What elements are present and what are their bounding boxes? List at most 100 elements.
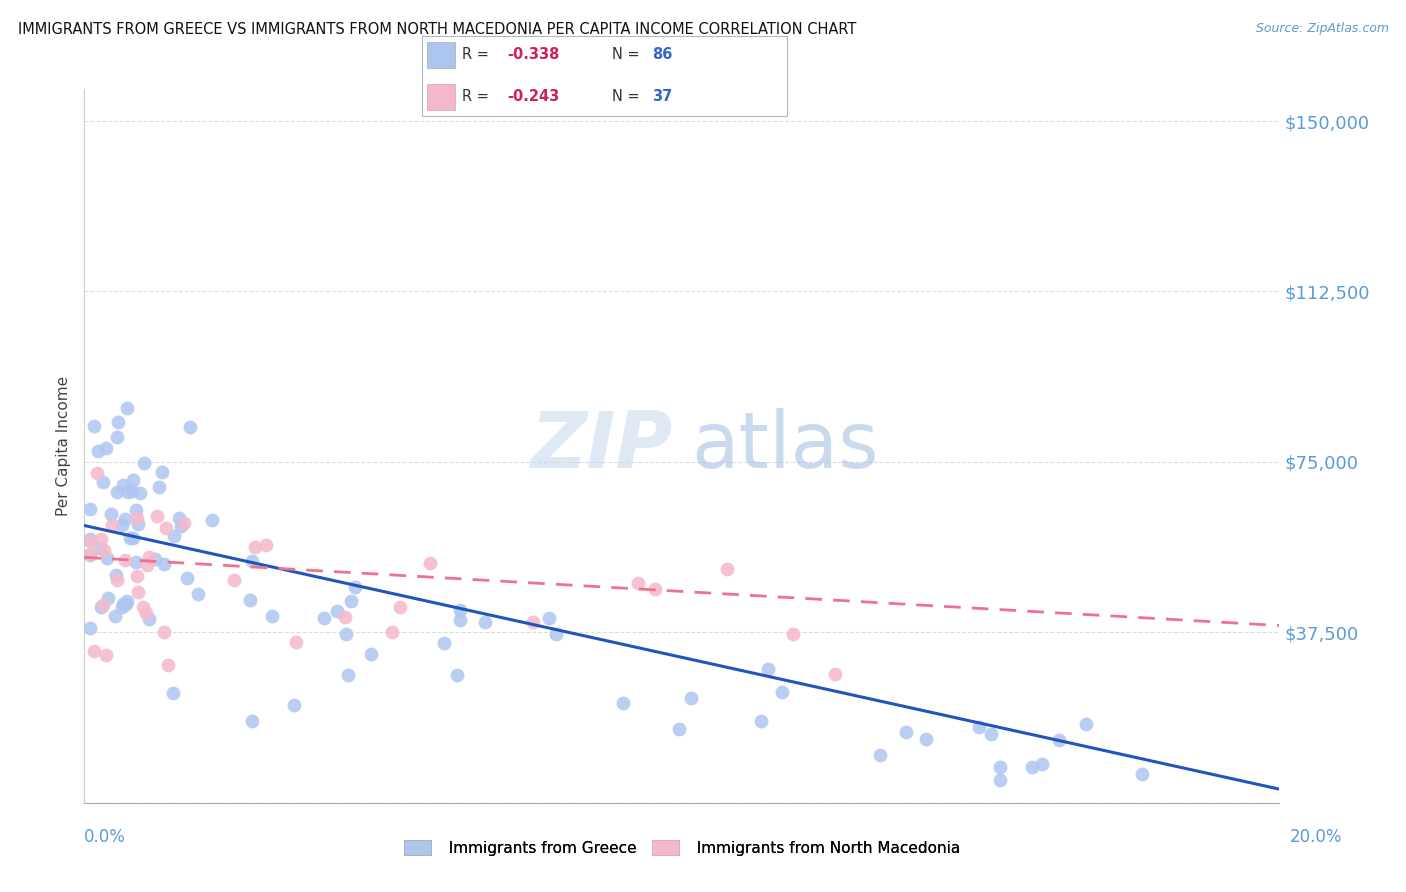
Text: 0.0%: 0.0% [84,828,127,846]
Point [474,615,496,630]
Point [240,714,263,728]
Point [121,531,143,545]
Point [150,465,173,479]
Point [90,600,112,615]
Point [91,475,114,489]
Point [770,685,793,699]
Point [990,773,1012,788]
Point [87,443,110,458]
Point [148,480,170,494]
Point [896,724,918,739]
Point [118,532,141,546]
Point [360,647,382,661]
Text: 86: 86 [652,47,672,62]
Point [449,613,471,627]
Point [1074,717,1097,731]
Point [782,627,804,641]
Point [79,548,101,562]
Point [111,478,134,492]
Point [450,602,472,616]
Point [179,419,201,434]
Point [132,456,155,470]
Point [254,537,277,551]
Point [79,621,101,635]
Text: -0.243: -0.243 [508,89,560,104]
Point [86,467,108,481]
Point [344,580,367,594]
Point [173,516,195,531]
Text: atlas: atlas [692,408,879,484]
Point [239,592,262,607]
Point [79,501,101,516]
Point [127,516,149,531]
Point [419,556,441,570]
Text: ZIP: ZIP [530,408,672,484]
Point [89,541,111,556]
Point [433,635,456,649]
Point [716,562,738,576]
Point [155,521,177,535]
Point [644,582,666,597]
Point [83,644,105,658]
Point [90,532,112,546]
Point [101,517,124,532]
Point [107,415,129,429]
Point [79,548,101,562]
Text: N =: N = [612,89,644,104]
Point [869,747,891,762]
Point [1031,757,1053,772]
Text: 20.0%: 20.0% [1291,828,1343,846]
Point [967,719,990,733]
Text: R =: R = [463,47,494,62]
Point [222,573,245,587]
Point [127,568,149,582]
Point [314,611,336,625]
Point [111,518,134,533]
Point [612,696,634,710]
Point [125,511,148,525]
Point [125,555,148,569]
Point [544,627,567,641]
Point [105,430,128,444]
Point [117,485,139,500]
Point [79,532,101,546]
Point [143,551,166,566]
Point [111,599,134,614]
Text: Source: ZipAtlas.com: Source: ZipAtlas.com [1256,22,1389,36]
Point [97,591,120,605]
Point [167,510,190,524]
Point [336,667,359,681]
Point [243,540,266,554]
Point [100,507,122,521]
Point [980,727,1002,741]
Point [122,473,145,487]
Point [170,519,193,533]
Point [105,568,128,582]
Point [824,667,846,681]
Point [129,486,152,500]
Point [104,609,127,624]
Point [340,594,363,608]
Point [446,668,468,682]
Point [153,557,176,571]
Point [135,606,157,620]
Point [990,760,1012,774]
Point [1047,733,1070,747]
Point [91,598,114,612]
Point [162,686,184,700]
Text: -0.338: -0.338 [508,47,560,62]
Point [914,731,936,746]
Point [138,612,160,626]
Point [335,609,357,624]
Point [389,600,412,615]
Point [1021,760,1043,774]
Y-axis label: Per Capita Income: Per Capita Income [56,376,72,516]
Point [187,587,209,601]
Point [96,441,118,455]
Point [112,598,135,612]
Point [522,615,544,629]
Point [79,534,101,549]
Text: 37: 37 [652,89,672,104]
Point [127,584,149,599]
Point [93,543,115,558]
